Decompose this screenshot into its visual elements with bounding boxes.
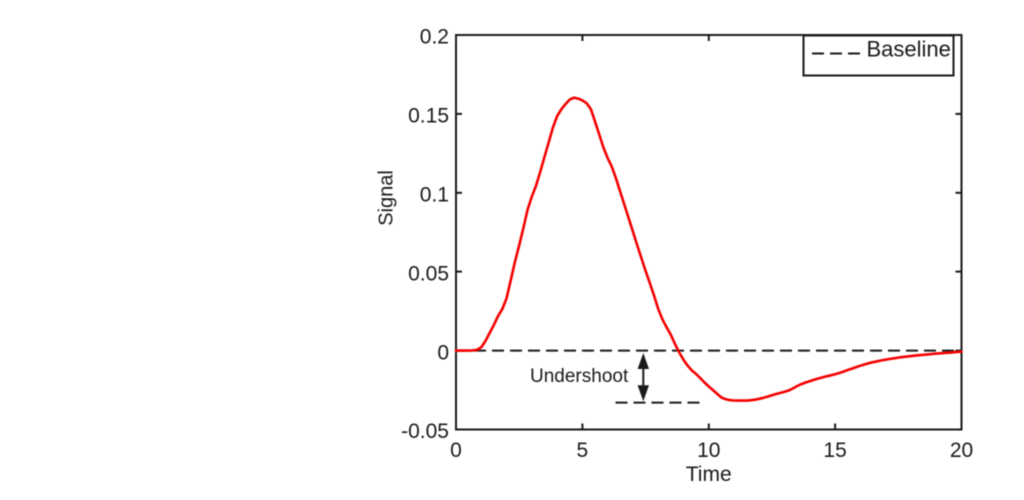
svg-text:0.1: 0.1 — [420, 184, 449, 207]
svg-text:10: 10 — [697, 439, 720, 462]
svg-text:0.05: 0.05 — [408, 262, 449, 285]
svg-text:Time: Time — [686, 463, 732, 486]
svg-text:0.15: 0.15 — [408, 105, 449, 128]
svg-text:15: 15 — [823, 439, 846, 462]
svg-text:Signal: Signal — [376, 170, 398, 226]
svg-text:0: 0 — [450, 439, 462, 462]
svg-text:Baseline: Baseline — [867, 37, 951, 62]
svg-text:-0.05: -0.05 — [401, 420, 449, 443]
svg-text:0.2: 0.2 — [420, 26, 449, 49]
svg-text:Undershoot: Undershoot — [530, 366, 629, 387]
svg-text:20: 20 — [950, 439, 973, 462]
svg-text:0: 0 — [437, 341, 449, 364]
svg-text:5: 5 — [577, 439, 589, 462]
